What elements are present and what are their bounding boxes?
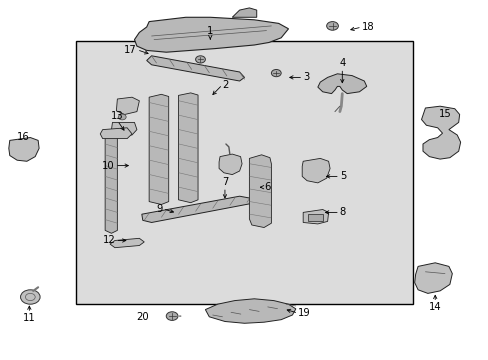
Text: 10: 10: [102, 161, 115, 171]
Text: 20: 20: [136, 312, 149, 322]
Polygon shape: [116, 97, 139, 114]
Polygon shape: [421, 106, 460, 159]
Text: 12: 12: [102, 235, 115, 246]
Text: 17: 17: [124, 45, 137, 55]
Text: 11: 11: [23, 313, 36, 323]
Text: 14: 14: [428, 302, 441, 312]
Polygon shape: [205, 299, 295, 323]
Text: 18: 18: [361, 22, 374, 32]
Text: 19: 19: [298, 308, 310, 318]
Circle shape: [271, 69, 281, 77]
Text: 3: 3: [303, 72, 309, 82]
Polygon shape: [219, 154, 242, 175]
Polygon shape: [302, 158, 329, 183]
Polygon shape: [317, 74, 366, 94]
Text: 15: 15: [438, 109, 450, 119]
Polygon shape: [142, 196, 251, 222]
Text: 2: 2: [222, 80, 228, 90]
Circle shape: [166, 312, 178, 320]
Bar: [76, 41, 412, 304]
Polygon shape: [146, 56, 244, 81]
Text: 16: 16: [17, 132, 30, 142]
Polygon shape: [414, 263, 451, 293]
Polygon shape: [134, 17, 288, 52]
Circle shape: [326, 22, 338, 30]
Polygon shape: [178, 93, 198, 203]
Circle shape: [195, 56, 205, 63]
Polygon shape: [149, 94, 168, 204]
Polygon shape: [110, 238, 144, 248]
Polygon shape: [9, 138, 39, 161]
Polygon shape: [232, 8, 256, 17]
Text: 9: 9: [156, 204, 163, 214]
Text: 1: 1: [206, 26, 213, 36]
Circle shape: [118, 114, 126, 120]
Circle shape: [20, 290, 40, 304]
Text: 7: 7: [221, 177, 228, 187]
Polygon shape: [100, 128, 132, 139]
Text: 6: 6: [264, 182, 270, 192]
Polygon shape: [111, 122, 137, 135]
Polygon shape: [303, 210, 328, 224]
Bar: [307, 214, 322, 221]
Text: 5: 5: [339, 171, 346, 181]
Polygon shape: [249, 155, 271, 228]
Polygon shape: [105, 135, 117, 233]
Text: 13: 13: [111, 111, 123, 121]
Text: 8: 8: [339, 207, 346, 217]
Text: 4: 4: [339, 58, 345, 68]
